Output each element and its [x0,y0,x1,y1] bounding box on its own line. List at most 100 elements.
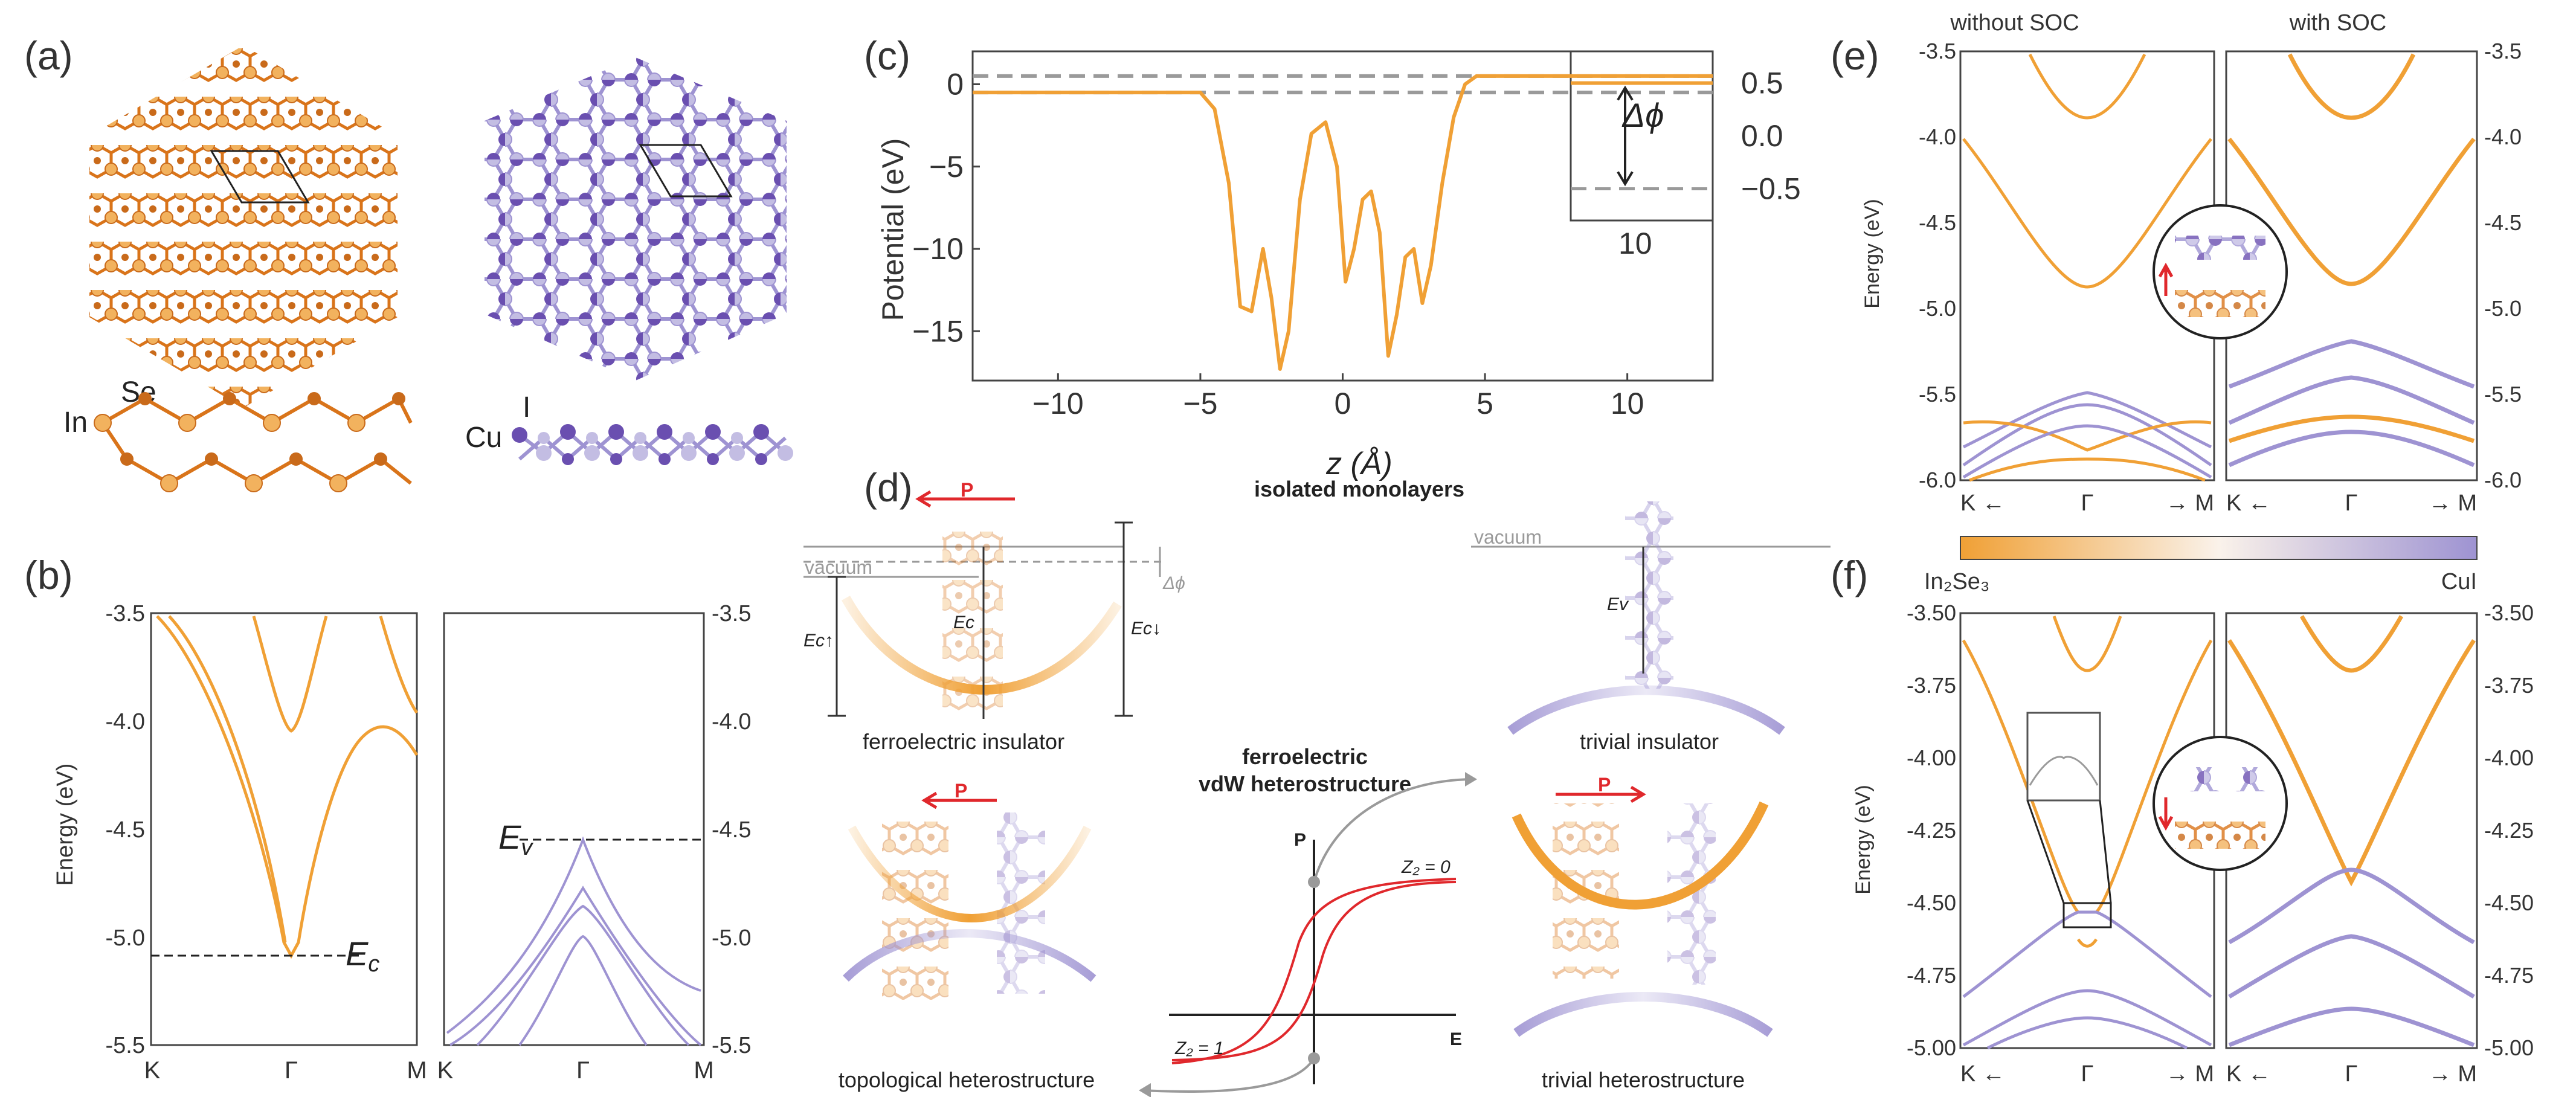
e-title-right: with SOC [2289,10,2386,36]
d-ev: Ev [1607,594,1629,614]
d-ec-down-bar [1115,521,1133,717]
d-ec-mid: Ec [953,613,974,632]
c-ytick-label-3: −15 [912,314,964,348]
cui-unit-cell [639,144,733,198]
e-ylabel: Energy (eV) [1861,199,1884,308]
d-p-arrow-bottom-right [1556,785,1646,803]
e-inset-circle [2153,204,2288,339]
e-right-ytick-0: -3.5 [2484,39,2522,63]
f-zoom-lines [2026,800,2112,904]
c-caption: isolated monolayers [1254,477,1464,501]
atom-in-label: In [63,407,88,439]
f-right-xtick-gamma: Γ [2345,1061,2358,1087]
f-ytick-1: -3.75 [1907,673,1956,698]
c-potential-line [973,74,1713,371]
d-trivial-insulator: trivial insulator [1580,729,1719,754]
c-xtick-label-3: 5 [1476,387,1493,420]
f-right-xtick-m: → M [2429,1061,2477,1087]
c-inset-arrowhead-top [1617,85,1634,101]
c-inset-ytick-0: 0.5 [1741,66,1783,100]
b-right-ytick-1: -4.0 [712,709,751,735]
f-ytick-2: -4.00 [1907,745,1956,770]
d-trivial-het-band-purple [1513,992,1773,1037]
b-ytick-1: -4.0 [106,709,145,735]
d-hysteresis-upper [1171,878,1457,1064]
d-arrow-to-trivial [1313,778,1475,883]
d-p-arrow-top-left [915,490,1015,508]
f-zoom-inset-curve [2029,756,2099,786]
f-ytick-6: -5.00 [1907,1035,1956,1060]
c-xtick-label-1: −5 [1183,387,1217,420]
b-in2se3-bands [156,615,419,959]
cui-side-atoms [512,424,793,465]
f-right-xtick-k: K ← [2226,1061,2271,1087]
e-right-xtick-k: K ← [2226,491,2271,516]
d-arrow-to-topological [1141,1057,1315,1093]
d-vacuum-right: vacuum [1474,526,1542,548]
c-xtick-label-4: 10 [1611,387,1644,420]
c-inset-xtick-0: 10 [1618,227,1652,260]
panel-c-label: (c) [864,33,910,78]
f-right-ytick-0: -3.50 [2484,600,2534,625]
e-inset-in2se3 [2175,278,2265,317]
f-inset-circle [2153,736,2288,871]
d-in2se3-slab-2 [882,812,948,1000]
f-left-xtick-k: K ← [1960,1061,2005,1087]
b-ev-label: Ev [498,818,533,860]
f-inset-in2se3 [2175,809,2265,849]
b-left-xtick-k: K [144,1057,161,1084]
d-arrowhead-topological [1139,1083,1151,1097]
panel-f: (f) Energy (eV) -3.50 -3.75 -4.00 -4.25 … [1831,553,2534,1087]
colorbar: In₂Se₃ CuI [1924,536,2478,594]
panel-d-label: (d) [864,465,913,510]
f-zoom-box [2062,902,2112,928]
e-ytick-0: -3.5 [1919,39,1956,63]
d-axis-p: P [1294,830,1306,850]
f-right-ytick-1: -3.75 [2484,673,2534,698]
d-p-bottom-right: P [1598,774,1611,796]
f-inset-cui [2175,767,2265,791]
c-xtick-label-2: 0 [1335,387,1351,420]
e-ytick-2: -4.5 [1919,210,1956,235]
b-right-xtick-m: M [694,1057,713,1084]
d-topo-band-orange [848,825,1092,922]
b-right-ytick-4: -5.5 [712,1033,751,1058]
cui-side-view [518,429,787,462]
b-ytick-2: -4.5 [106,817,145,843]
f-right-ytick-6: -5.00 [2484,1035,2534,1060]
b-ytick-0: -3.5 [106,601,145,626]
panel-a: (a) In Se Cu I [24,33,793,492]
f-ytick-3: -4.25 [1907,818,1956,843]
e-right-bands [2227,53,2476,468]
d-center-title-1: ferroelectric [1242,744,1368,769]
d-ec-down: Ec↓ [1131,619,1161,639]
f-right-ytick-3: -4.25 [2484,818,2534,843]
c-inset-ytick-1: 0.0 [1741,119,1783,153]
b-ytick-4: -5.5 [106,1033,145,1058]
e-left-xtick-k: K ← [1960,491,2005,516]
c-inset-frame [1570,50,1714,222]
e-left-xtick-m: → M [2166,491,2214,516]
f-ylabel: Energy (eV) [1852,785,1875,894]
e-ytick-3: -5.0 [1919,296,1956,321]
b-right-ytick-2: -4.5 [712,817,751,843]
panel-e: (e) without SOC with SOC Energy (eV) -3.… [1831,10,2522,516]
colorbar-bar [1960,536,2478,560]
panel-b-right-frame [443,612,705,1046]
c-xtick-label-0: −10 [1032,387,1084,420]
e-ytick-5: -6.0 [1919,468,1956,492]
in2se3-side-atoms [94,392,405,492]
d-p-bottom-left: P [955,780,967,802]
e-ytick-4: -5.5 [1919,382,1956,407]
f-right-ytick-5: -4.75 [2484,963,2534,988]
d-p-arrow-bottom-left [921,791,997,809]
b-cui-bands [446,836,702,1046]
f-left-xtick-gamma: Γ [2081,1061,2094,1087]
f-inset-down-arrow [2158,797,2174,831]
b-ytick-3: -5.0 [106,925,145,951]
c-xlabel: z (Å) [1325,446,1393,481]
d-trivial-heterostructure: trivial heterostructure [1542,1067,1745,1092]
d-z2-zero: Z₂ = 0 [1401,857,1451,877]
d-vacuum-left: vacuum [805,556,872,578]
